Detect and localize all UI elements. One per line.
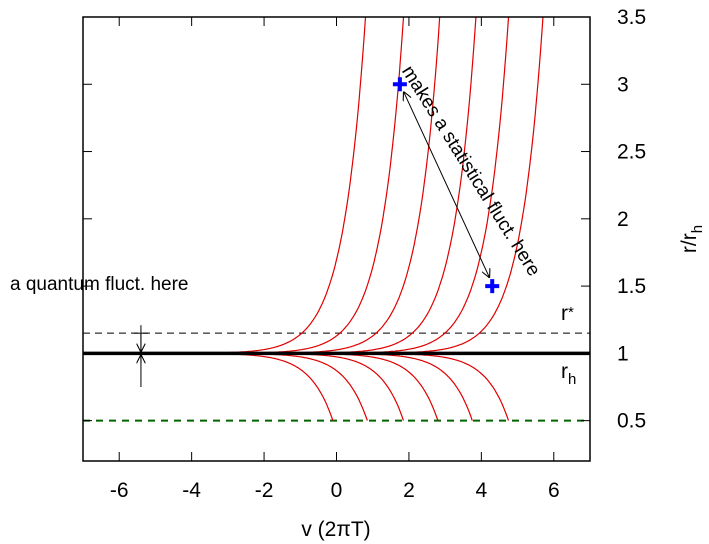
marker-2	[485, 279, 500, 294]
statistical-annotation: makes a statistical fluct. here	[397, 62, 544, 280]
infalling-curve-6	[83, 352, 510, 421]
outgoing-curve-3	[83, 17, 441, 354]
y-axis-label-main: r/r	[678, 233, 701, 253]
rstar-label: r*	[561, 302, 574, 325]
infalling-curve-2	[83, 352, 368, 421]
rstar-label-sub: *	[568, 304, 574, 321]
x-tick-label: 0	[331, 479, 343, 502]
y-tick-label: 3.5	[617, 6, 646, 29]
x-tick-label: 2	[403, 479, 415, 502]
x-axis-label: v (2πT)	[301, 518, 370, 541]
y-tick-label: 3	[617, 73, 629, 96]
outgoing-curve-1	[83, 17, 367, 354]
statistical-double-arrow	[404, 92, 489, 277]
x-tick-label: 6	[548, 479, 560, 502]
y-axis-label: r/rh	[678, 225, 706, 253]
x-tick-label: -2	[255, 479, 274, 502]
tick-labels: -6 -4 -2 0 2 4 6 0.5 1 1.5 2 2.5 3 3.5	[110, 6, 646, 502]
outgoing-curve-4	[83, 17, 477, 354]
rstar-label-main: r	[561, 302, 568, 325]
y-tick-label: 1.5	[617, 275, 646, 298]
x-tick-label: 4	[476, 479, 488, 502]
outgoing-curve-2	[83, 17, 405, 354]
horizon-label-sub: h	[568, 371, 576, 388]
x-tick-label: -6	[110, 479, 129, 502]
y-tick-label: 2.5	[617, 141, 646, 164]
y-tick-label: 2	[617, 208, 629, 231]
horizon-label: rh	[561, 360, 576, 388]
y-tick-label: 0.5	[617, 410, 646, 433]
outgoing-curve-5	[83, 17, 510, 354]
marker-1	[392, 77, 407, 92]
infalling-curve-3	[83, 352, 405, 421]
horizon-label-main: r	[561, 360, 568, 383]
x-tick-label: -4	[182, 479, 201, 502]
y-axis-label-sub: h	[689, 225, 706, 233]
overlay	[133, 77, 500, 387]
quantum-annotation: a quantum fluct. here	[10, 274, 189, 295]
y-tick-label: 1	[617, 342, 629, 365]
axis-ticks	[83, 16, 590, 461]
plot-area	[83, 17, 590, 422]
infalling-curve-4	[83, 352, 439, 421]
infalling-curve-1	[83, 352, 334, 421]
